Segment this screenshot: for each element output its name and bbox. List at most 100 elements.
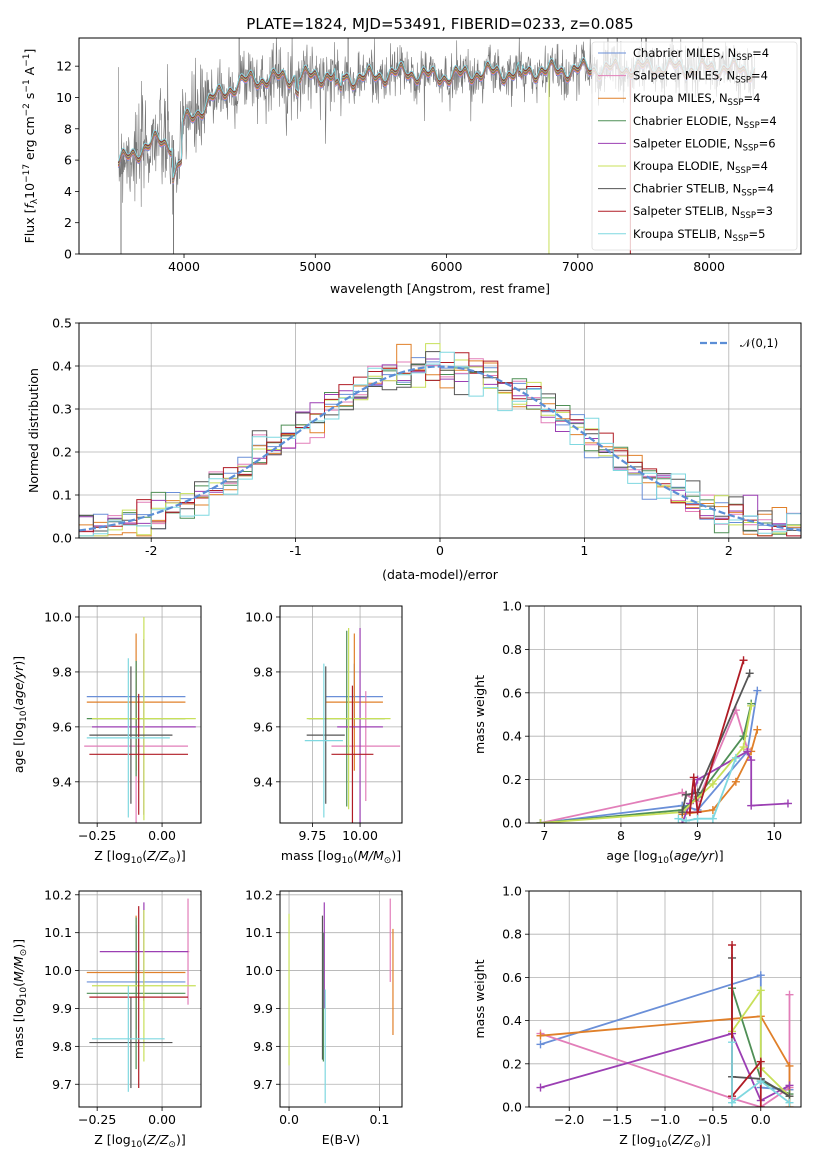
residuals-xtick-label: -1 bbox=[289, 543, 301, 558]
age-vs-Z-xlabel: Z [log10(Z/Z⊙)] bbox=[94, 848, 185, 866]
massweight-vs-Z-panel: −2.0 −1.5 −1.0 −0.5 0.0 0.0 0.2 0.4 0.6 0.8 1.0 mas… bbox=[472, 884, 802, 1150]
legend-label: Kroupa STELIB, NSSP=5 bbox=[633, 227, 765, 244]
age-vs-mass-ytick-label: 9.4 bbox=[253, 774, 273, 789]
massweight-vs-Z-xtick-label: −1.0 bbox=[650, 1112, 680, 1127]
massweight-vs-age-ytick-label: 0.4 bbox=[502, 729, 522, 744]
mass-weight-line bbox=[540, 703, 753, 823]
massweight-vs-age-panel: 7 8 9 10 0.0 0.2 0.4 0.6 0.8 1.0 mass weight age [l… bbox=[472, 599, 802, 866]
mass-vs-EBV-panel: 0.0 0.1 9.7 9.8 9.9 10.0 10.1 10.2 E(B-V) bbox=[245, 887, 403, 1147]
massweight-vs-age-frame bbox=[528, 605, 802, 824]
massweight-vs-Z-xlabel: Z [log10(Z/Z⊙)] bbox=[619, 1132, 710, 1150]
residual-histogram bbox=[79, 351, 801, 537]
age-vs-Z-panel: −0.25 0.00 9.4 9.6 9.8 10.0 Z [log10(Z/Z⊙)] age… bbox=[11, 605, 202, 866]
spectrum-xtick-label: 7000 bbox=[562, 259, 594, 274]
age-vs-Z-ytick-label: 9.4 bbox=[52, 774, 72, 789]
spectrum-panel: 4000 5000 6000 7000 8000 0 2 4 6 8 10 12 wavelength … bbox=[22, 37, 802, 296]
age-vs-mass-ytick-label: 9.6 bbox=[253, 719, 273, 734]
mass-weight-line bbox=[731, 1042, 791, 1105]
massweight-vs-Z-ytick-label: 1.0 bbox=[502, 884, 522, 899]
spectrum-legend-box bbox=[591, 41, 798, 251]
spectrum-ytick-label: 2 bbox=[64, 215, 72, 230]
massweight-vs-age-ytick-label: 0.8 bbox=[502, 642, 522, 657]
residuals-xtick-label: -2 bbox=[145, 543, 157, 558]
legend-label: Chabrier MILES, NSSP=4 bbox=[633, 46, 769, 63]
mass-vs-EBV-xlabel: E(B-V) bbox=[322, 1132, 361, 1147]
massweight-vs-age-xtick-label: 10 bbox=[766, 828, 782, 843]
plots-layer: 4000 5000 6000 7000 8000024681012wavelength … bbox=[11, 37, 802, 1150]
residuals-plot-area bbox=[79, 343, 801, 537]
spectrum-ytick-label: 8 bbox=[64, 121, 72, 136]
mass-vs-Z-xlabel: Z [log10(Z/Z⊙)] bbox=[94, 1132, 185, 1150]
massweight-vs-age-ytick-label: 0.6 bbox=[502, 685, 522, 700]
massweight-vs-age-xtick-label: 9 bbox=[694, 828, 702, 843]
massweight-vs-age-ytick-label: 0.2 bbox=[502, 772, 522, 787]
spectrum-ytick-label: 12 bbox=[56, 59, 72, 74]
massweight-vs-age-grid bbox=[529, 605, 801, 824]
residuals-legend: 𝒩(0,1) bbox=[700, 336, 778, 350]
age-vs-Z-xtick-label: −0.25 bbox=[78, 828, 116, 843]
age-vs-mass-xtick-label: 10.00 bbox=[342, 828, 378, 843]
age-vs-Z-frame bbox=[78, 605, 202, 824]
mass-weight-line bbox=[540, 994, 791, 1107]
age-vs-mass-panel: 9.75 10.00 9.4 9.6 9.8 10.0 mass [log10(M/M⊙)] bbox=[245, 605, 403, 866]
massweight-vs-Z-ticks: −2.0 −1.5 −1.0 −0.5 0.0 0.0 0.2 0.4 0.6 0.8 1.0 bbox=[502, 884, 771, 1128]
age-vs-Z-ytick-label: 9.8 bbox=[52, 664, 72, 679]
legend-label: Kroupa MILES, NSSP=4 bbox=[633, 91, 760, 108]
massweight-vs-Z-ytick-label: 0.6 bbox=[502, 970, 522, 985]
mass-vs-EBV-xtick-label: 0.1 bbox=[369, 1112, 389, 1127]
mass-vs-Z-ytick-label: 10.2 bbox=[44, 887, 72, 902]
mass-vs-Z-xtick-label: −0.25 bbox=[78, 1112, 116, 1127]
mass-vs-Z-plot-area bbox=[86, 898, 196, 1092]
legend-label: Chabrier STELIB, NSSP=4 bbox=[633, 182, 774, 199]
residual-histogram bbox=[79, 352, 801, 537]
legend-label: Chabrier ELODIE, NSSP=4 bbox=[633, 114, 777, 131]
spectrum-xtick-label: 5000 bbox=[299, 259, 331, 274]
residuals-ytick-label: 0.3 bbox=[52, 402, 72, 417]
massweight-vs-Z-ytick-label: 0.8 bbox=[502, 927, 522, 942]
mass-vs-EBV-grid bbox=[280, 891, 402, 1107]
spectrum-frame bbox=[78, 37, 802, 255]
massweight-vs-Z-ytick-label: 0.4 bbox=[502, 1013, 522, 1028]
mass-vs-EBV-ticks: 0.0 0.1 9.7 9.8 9.9 10.0 10.1 10.2 bbox=[245, 887, 389, 1127]
legend-label: Salpeter MILES, NSSP=4 bbox=[633, 69, 768, 86]
legend-label: Salpeter STELIB, NSSP=3 bbox=[633, 204, 773, 221]
residuals-ticks: -2 -1 0 1 2 0.0 0.1 0.2 0.3 0.4 0.5 bbox=[52, 316, 733, 559]
spectrum-xtick-label: 6000 bbox=[431, 259, 463, 274]
residuals-ytick-label: 0.2 bbox=[52, 445, 72, 460]
mass-vs-EBV-ytick-label: 9.8 bbox=[253, 1039, 273, 1054]
massweight-vs-Z-ytick-label: 0.2 bbox=[502, 1056, 522, 1071]
age-vs-mass-frame bbox=[279, 605, 403, 824]
massweight-vs-age-plot-area bbox=[536, 656, 792, 823]
mass-weight-line bbox=[689, 660, 745, 813]
mass-vs-EBV-ytick-label: 9.9 bbox=[253, 1001, 273, 1016]
residuals-ytick-label: 0.1 bbox=[52, 488, 72, 503]
massweight-vs-Z-ylabel: mass weight bbox=[472, 959, 487, 1038]
age-vs-mass-grid bbox=[280, 606, 402, 823]
mass-weight-line bbox=[540, 705, 753, 823]
mass-vs-Z-ytick-label: 9.9 bbox=[52, 1001, 72, 1016]
massweight-vs-Z-xtick-label: 0.0 bbox=[751, 1112, 771, 1127]
mass-vs-Z-frame bbox=[78, 890, 202, 1108]
residuals-panel: -2 -1 0 1 2 0.0 0.1 0.2 0.3 0.4 0.5 𝒩(0,1) (data-mod… bbox=[26, 316, 802, 582]
spectrum-ytick-label: 6 bbox=[64, 153, 72, 168]
age-vs-Z-xtick-label: 0.00 bbox=[148, 828, 176, 843]
massweight-vs-Z-frame bbox=[528, 890, 802, 1108]
age-vs-mass-ytick-label: 10.0 bbox=[245, 609, 273, 624]
mass-vs-Z-ytick-label: 10.0 bbox=[44, 963, 72, 978]
massweight-vs-age-xtick-label: 7 bbox=[540, 828, 548, 843]
spectrum-ytick-label: 10 bbox=[56, 90, 72, 105]
spectrum-ticks: 4000 5000 6000 7000 8000 0 2 4 6 8 10 12 bbox=[56, 59, 725, 274]
spectrum-xtick-label: 4000 bbox=[168, 259, 200, 274]
legend-label: Kroupa ELODIE, NSSP=4 bbox=[633, 159, 768, 176]
age-vs-Z-ytick-label: 9.6 bbox=[52, 719, 72, 734]
residuals-ytick-label: 0.0 bbox=[52, 531, 72, 546]
spectrum-ytick-label: 4 bbox=[64, 184, 72, 199]
residuals-xtick-label: 0 bbox=[436, 543, 444, 558]
massweight-vs-age-ticks: 7 8 9 10 0.0 0.2 0.4 0.6 0.8 1.0 bbox=[502, 599, 782, 844]
age-vs-mass-plot-area bbox=[304, 627, 401, 823]
mass-vs-EBV-plot-area bbox=[288, 898, 394, 1104]
residuals-xtick-label: 2 bbox=[725, 543, 733, 558]
legend-label: Salpeter ELODIE, NSSP=6 bbox=[633, 136, 776, 153]
mass-weight-line bbox=[540, 690, 759, 823]
